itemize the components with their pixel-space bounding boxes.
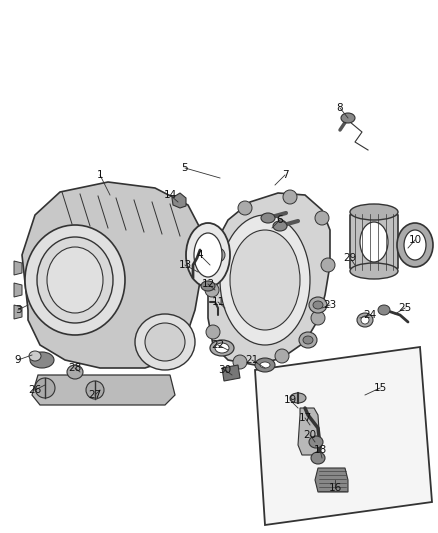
Ellipse shape <box>261 213 275 223</box>
Ellipse shape <box>186 223 230 287</box>
Text: 12: 12 <box>201 279 215 289</box>
Ellipse shape <box>341 113 355 123</box>
Polygon shape <box>315 468 348 492</box>
Ellipse shape <box>397 223 433 267</box>
Polygon shape <box>14 305 22 319</box>
Text: 5: 5 <box>182 163 188 173</box>
Ellipse shape <box>37 237 113 323</box>
Text: 17: 17 <box>298 413 311 423</box>
Polygon shape <box>208 193 330 365</box>
Text: 20: 20 <box>304 430 317 440</box>
Polygon shape <box>172 193 186 208</box>
Ellipse shape <box>303 336 313 344</box>
Ellipse shape <box>255 358 275 372</box>
Text: 19: 19 <box>283 395 297 405</box>
Text: 8: 8 <box>337 103 343 113</box>
Ellipse shape <box>361 316 369 324</box>
Ellipse shape <box>211 248 225 262</box>
Text: 3: 3 <box>15 305 21 315</box>
Ellipse shape <box>315 211 329 225</box>
Text: 1: 1 <box>97 170 103 180</box>
Ellipse shape <box>220 215 310 345</box>
Ellipse shape <box>67 365 83 379</box>
Polygon shape <box>298 408 320 455</box>
Text: 30: 30 <box>219 365 232 375</box>
Ellipse shape <box>299 332 317 348</box>
Ellipse shape <box>283 190 297 204</box>
Text: 10: 10 <box>409 235 421 245</box>
Text: 28: 28 <box>68 363 81 373</box>
Text: 15: 15 <box>373 383 387 393</box>
Polygon shape <box>14 283 22 297</box>
Ellipse shape <box>215 343 229 353</box>
Ellipse shape <box>260 362 270 368</box>
Ellipse shape <box>210 340 234 356</box>
Ellipse shape <box>311 311 325 325</box>
Ellipse shape <box>201 281 215 291</box>
Polygon shape <box>14 261 22 275</box>
Text: 9: 9 <box>15 355 21 365</box>
Ellipse shape <box>30 352 54 368</box>
Ellipse shape <box>29 351 41 361</box>
Text: 29: 29 <box>343 253 357 263</box>
Text: 22: 22 <box>212 340 225 350</box>
Text: 7: 7 <box>282 170 288 180</box>
Ellipse shape <box>350 263 398 279</box>
Polygon shape <box>222 365 240 381</box>
Text: 21: 21 <box>245 355 258 365</box>
Ellipse shape <box>309 436 323 448</box>
Ellipse shape <box>404 230 426 260</box>
Text: 16: 16 <box>328 483 342 493</box>
Ellipse shape <box>360 222 388 262</box>
Text: 13: 13 <box>178 260 192 270</box>
Ellipse shape <box>238 201 252 215</box>
Ellipse shape <box>35 378 55 398</box>
Ellipse shape <box>233 355 247 369</box>
Ellipse shape <box>230 230 300 330</box>
Text: 18: 18 <box>313 445 327 455</box>
Ellipse shape <box>194 233 222 277</box>
Text: 23: 23 <box>323 300 337 310</box>
Ellipse shape <box>321 258 335 272</box>
Ellipse shape <box>205 283 219 297</box>
Text: 25: 25 <box>399 303 412 313</box>
Ellipse shape <box>47 247 103 313</box>
Ellipse shape <box>350 204 398 220</box>
Ellipse shape <box>135 314 195 370</box>
Text: 26: 26 <box>28 385 42 395</box>
Ellipse shape <box>275 349 289 363</box>
Ellipse shape <box>309 297 327 313</box>
Text: 24: 24 <box>364 310 377 320</box>
Text: 6: 6 <box>277 215 283 225</box>
Polygon shape <box>255 347 432 525</box>
Ellipse shape <box>86 381 104 399</box>
Ellipse shape <box>311 452 325 464</box>
Ellipse shape <box>313 301 323 309</box>
Polygon shape <box>22 182 202 368</box>
Ellipse shape <box>378 305 390 315</box>
Ellipse shape <box>25 225 125 335</box>
Polygon shape <box>32 375 175 405</box>
Ellipse shape <box>290 393 306 403</box>
Ellipse shape <box>206 325 220 339</box>
Ellipse shape <box>357 313 373 327</box>
Text: 14: 14 <box>163 190 177 200</box>
Text: 27: 27 <box>88 390 102 400</box>
Polygon shape <box>350 210 398 274</box>
Text: 4: 4 <box>197 250 203 260</box>
Text: 11: 11 <box>212 297 225 307</box>
Ellipse shape <box>273 221 287 231</box>
Ellipse shape <box>145 323 185 361</box>
